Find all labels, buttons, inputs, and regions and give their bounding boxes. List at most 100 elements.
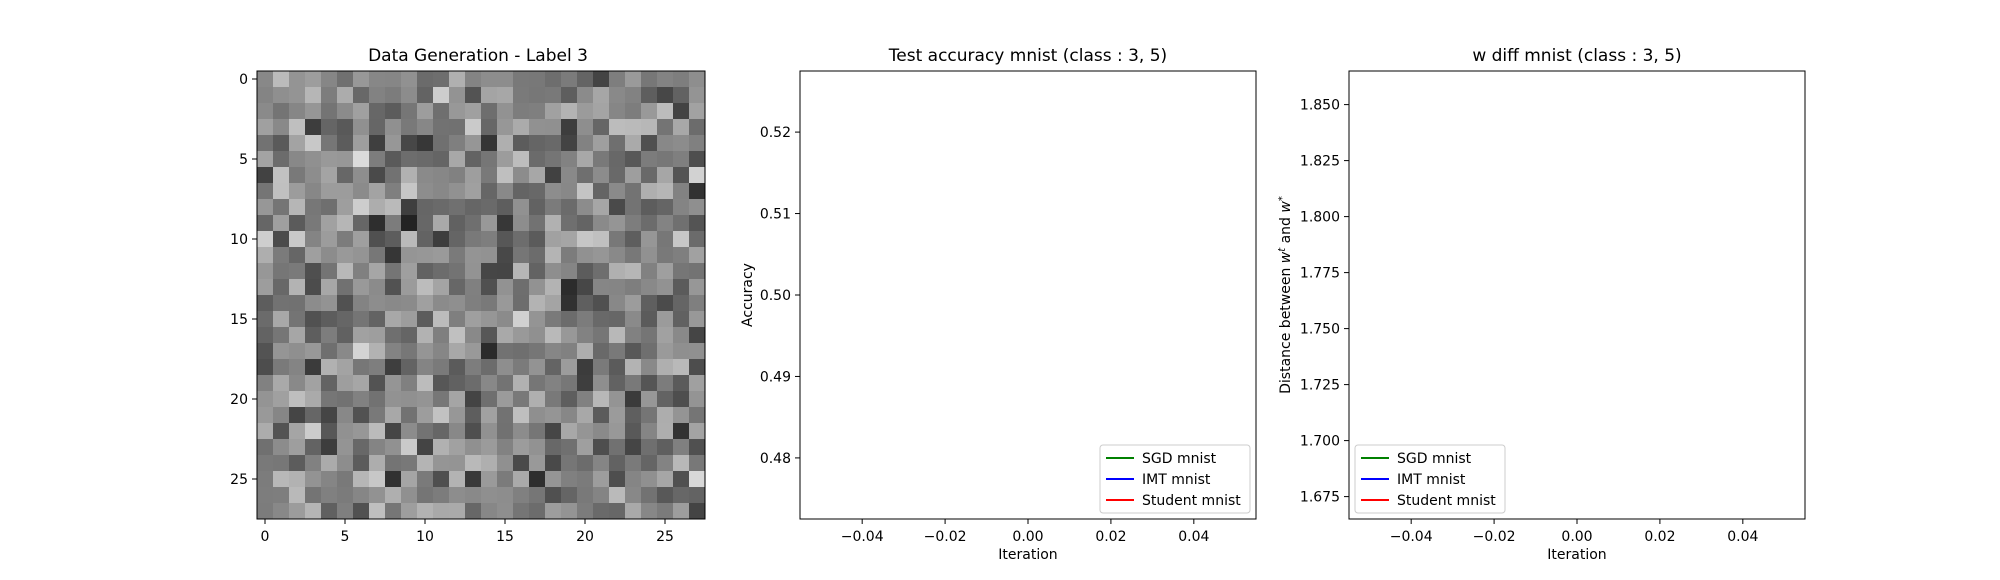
heatmap-cell xyxy=(609,423,626,440)
heatmap-cell xyxy=(641,295,658,312)
heatmap-cell xyxy=(673,375,690,392)
heatmap-cell xyxy=(545,215,562,232)
heatmap-cell xyxy=(449,455,466,472)
heatmap-cell xyxy=(545,119,562,136)
heatmap-cell xyxy=(417,135,434,152)
heatmap-cell xyxy=(433,359,450,376)
heatmap-cell xyxy=(609,439,626,456)
heatmap-cell xyxy=(257,103,274,120)
heatmap-cell xyxy=(417,247,434,264)
heatmap-cell xyxy=(593,119,610,136)
heatmap-cell xyxy=(305,279,322,296)
heatmap-cell xyxy=(577,295,594,312)
heatmap-cell xyxy=(657,167,674,184)
heatmap-cell xyxy=(561,375,578,392)
heatmap-cell xyxy=(657,199,674,216)
heatmap-cell xyxy=(433,151,450,168)
heatmap-cell xyxy=(289,231,306,248)
heatmap-cell xyxy=(257,311,274,328)
heatmap-cell xyxy=(401,423,418,440)
heatmap-cell xyxy=(609,295,626,312)
heatmap-cell xyxy=(257,343,274,360)
heatmap-cell xyxy=(273,135,290,152)
heatmap-cell xyxy=(673,343,690,360)
heatmap-cell xyxy=(577,455,594,472)
heatmap-cell xyxy=(689,311,706,328)
heatmap-cell xyxy=(625,439,642,456)
heatmap-cell xyxy=(273,231,290,248)
heatmap-cell xyxy=(433,375,450,392)
heatmap-cell xyxy=(641,167,658,184)
heatmap-cell xyxy=(417,327,434,344)
heatmap-cell xyxy=(321,423,338,440)
heatmap-cell xyxy=(481,455,498,472)
heatmap-cell xyxy=(257,167,274,184)
heatmap-cell xyxy=(673,407,690,424)
wdiff-ticks: −0.04 −0.02 0.00 0.02 0.04 1.675 1.700 1.725 1.7… xyxy=(1300,98,1759,545)
heatmap-cell xyxy=(529,503,546,520)
heatmap-cell xyxy=(641,311,658,328)
heatmap-cell xyxy=(561,87,578,104)
heatmap-cell xyxy=(353,327,370,344)
heatmap-cell xyxy=(625,199,642,216)
wdiff-legend-label: Student mnist xyxy=(1397,493,1496,509)
heatmap-cell xyxy=(657,455,674,472)
heatmap-cell xyxy=(353,359,370,376)
accuracy-ylabel: Accuracy xyxy=(740,263,756,327)
accuracy-xtick-label: −0.04 xyxy=(841,529,884,545)
heatmap-cell xyxy=(449,135,466,152)
heatmap-cell xyxy=(673,87,690,104)
heatmap-cell xyxy=(449,103,466,120)
heatmap-cell xyxy=(449,247,466,264)
heatmap-cell xyxy=(369,471,386,488)
heatmap-cell xyxy=(561,151,578,168)
heatmap-cell xyxy=(321,343,338,360)
heatmap-cell xyxy=(625,119,642,136)
heatmap-cell xyxy=(465,327,482,344)
heatmap-cell xyxy=(273,263,290,280)
heatmap-cell xyxy=(529,231,546,248)
heatmap-cell xyxy=(433,503,450,520)
heatmap-cell xyxy=(385,71,402,88)
heatmap-cell xyxy=(529,215,546,232)
heatmap-cell xyxy=(385,471,402,488)
heatmap-xtick-label: 5 xyxy=(341,529,350,545)
heatmap-cell xyxy=(545,71,562,88)
heatmap-cell xyxy=(641,247,658,264)
heatmap-cell xyxy=(417,455,434,472)
heatmap-cell xyxy=(577,471,594,488)
heatmap-cell xyxy=(257,295,274,312)
heatmap-cell xyxy=(401,343,418,360)
heatmap-cell xyxy=(577,391,594,408)
accuracy-legend-label: Student mnist xyxy=(1142,493,1241,509)
heatmap-cell xyxy=(593,503,610,520)
heatmap-cell xyxy=(401,199,418,216)
heatmap-cell xyxy=(657,439,674,456)
accuracy-ytick-label: 0.48 xyxy=(760,451,791,467)
heatmap-cell xyxy=(625,71,642,88)
heatmap-cell xyxy=(529,247,546,264)
heatmap-cell xyxy=(417,199,434,216)
heatmap-cell xyxy=(449,407,466,424)
heatmap-cell xyxy=(257,471,274,488)
accuracy-legend: SGD mnist IMT mnist Student mnist xyxy=(1099,444,1251,514)
heatmap-cell xyxy=(321,375,338,392)
heatmap-cell xyxy=(577,183,594,200)
heatmap-cell xyxy=(561,407,578,424)
heatmap-cell xyxy=(609,231,626,248)
heatmap-cell xyxy=(465,407,482,424)
accuracy-xtick-label: 0.00 xyxy=(1012,529,1043,545)
accuracy-ytick-label: 0.51 xyxy=(760,207,791,223)
heatmap-cell xyxy=(305,135,322,152)
heatmap-cell xyxy=(609,247,626,264)
heatmap-cell xyxy=(289,487,306,504)
heatmap-cell xyxy=(689,87,706,104)
heatmap-cell xyxy=(529,71,546,88)
heatmap-cell xyxy=(497,455,514,472)
heatmap-cell xyxy=(641,343,658,360)
heatmap-cell xyxy=(497,439,514,456)
heatmap-cell xyxy=(609,391,626,408)
heatmap-cell xyxy=(337,183,354,200)
heatmap-cell xyxy=(385,343,402,360)
